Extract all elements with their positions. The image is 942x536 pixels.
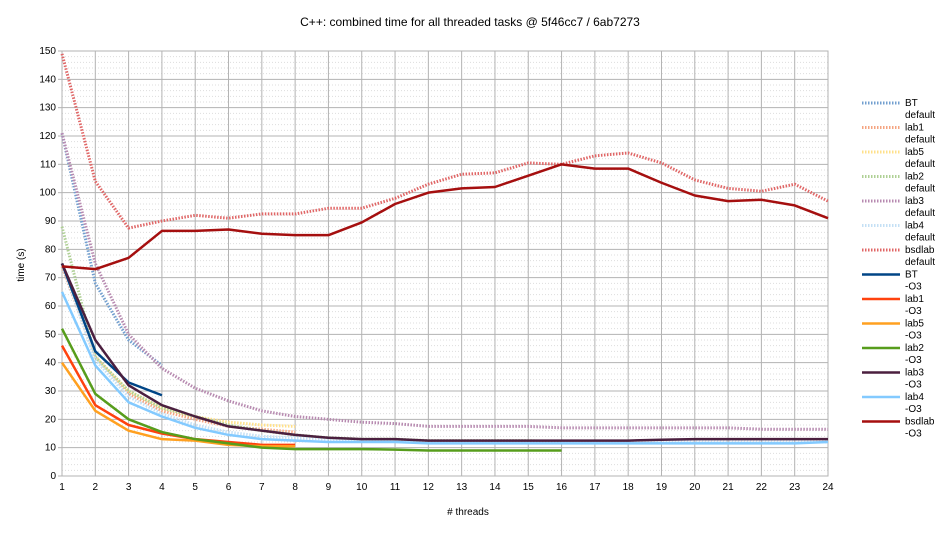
legend-label-line: lab4 bbox=[905, 392, 927, 403]
legend-label: lab3 default bbox=[905, 196, 935, 219]
series-line bbox=[61, 163, 829, 271]
x-tick-label: 15 bbox=[523, 482, 535, 493]
y-tick-label: 50 bbox=[45, 329, 57, 340]
legend-label-line: bsdlab bbox=[905, 417, 937, 428]
x-tick-label: 4 bbox=[159, 482, 165, 493]
legend-label-line: lab2 bbox=[905, 172, 927, 183]
series-line bbox=[60, 361, 296, 448]
legend-label-line: lab5 bbox=[905, 147, 927, 158]
legend-label-line: lab1 bbox=[905, 123, 927, 134]
legend-label-line: -O3 bbox=[905, 331, 922, 342]
legend-label-line: lab3 bbox=[905, 196, 927, 207]
y-tick-label: 130 bbox=[39, 103, 56, 114]
legend-label: lab4 default bbox=[905, 221, 935, 244]
legend-label-line: bsdlab bbox=[905, 245, 937, 256]
legend-label: BT default bbox=[905, 98, 935, 121]
x-tick-label: 11 bbox=[390, 482, 401, 493]
x-tick-label: 18 bbox=[623, 482, 635, 493]
x-tick-label: 5 bbox=[192, 482, 198, 493]
legend-label-line: lab1 bbox=[905, 294, 927, 305]
y-tick-label: 150 bbox=[39, 46, 56, 57]
series-line bbox=[60, 263, 828, 442]
x-axis-label: # threads bbox=[447, 507, 489, 518]
legend-label-line: default bbox=[905, 135, 935, 146]
x-tick-label: 17 bbox=[589, 482, 601, 493]
series-line bbox=[60, 263, 828, 444]
legend-label-line: -O3 bbox=[905, 355, 922, 366]
x-tick-label: 10 bbox=[356, 482, 368, 493]
y-tick-label: 140 bbox=[39, 74, 56, 85]
chart-title: C++: combined time for all threaded task… bbox=[300, 15, 640, 29]
x-tick-label: 1 bbox=[59, 482, 65, 493]
legend-label-line: default bbox=[905, 110, 935, 121]
y-tick-label: 80 bbox=[45, 244, 57, 255]
y-tick-label: 90 bbox=[45, 216, 57, 227]
y-tick-label: 10 bbox=[45, 443, 57, 454]
legend-label-line: -O3 bbox=[905, 282, 922, 293]
legend-label: lab1 -O3 bbox=[905, 294, 927, 317]
y-tick-label: 40 bbox=[45, 358, 57, 369]
legend-label: lab2 -O3 bbox=[905, 343, 927, 366]
x-tick-label: 22 bbox=[756, 482, 768, 493]
series-line bbox=[60, 53, 829, 230]
y-tick-label: 110 bbox=[40, 159, 56, 170]
legend-label: lab2 default bbox=[905, 172, 935, 195]
legend-label-line: -O3 bbox=[905, 404, 922, 415]
series-line bbox=[60, 263, 163, 397]
y-tick-label: 30 bbox=[45, 386, 57, 397]
legend-label-line: lab4 bbox=[905, 221, 927, 232]
legend-label-line: BT bbox=[905, 270, 920, 281]
y-axis-label: time (s) bbox=[16, 248, 27, 281]
legend-label: bsdlab -O3 bbox=[905, 417, 937, 440]
x-tick-label: 16 bbox=[556, 482, 568, 493]
x-tick-label: 23 bbox=[789, 482, 801, 493]
x-tick-label: 7 bbox=[259, 482, 265, 493]
series-line bbox=[60, 262, 296, 428]
x-tick-label: 13 bbox=[456, 482, 468, 493]
legend-label-line: lab3 bbox=[905, 368, 927, 379]
series-line bbox=[60, 328, 562, 452]
x-tick-label: 2 bbox=[93, 482, 99, 493]
legend-label: lab3 -O3 bbox=[905, 368, 927, 391]
y-tick-label: 0 bbox=[50, 471, 56, 482]
x-tick-label: 8 bbox=[292, 482, 298, 493]
legend-label-line: -O3 bbox=[905, 380, 922, 391]
x-tick-label: 9 bbox=[326, 482, 332, 493]
x-tick-label: 20 bbox=[689, 482, 701, 493]
legend-label: bsdlab default bbox=[905, 245, 937, 268]
legend-label-line: default bbox=[905, 184, 935, 195]
legend-label: lab1 default bbox=[905, 123, 935, 146]
legend-label-line: default bbox=[905, 257, 935, 268]
legend-label: lab5 default bbox=[905, 147, 935, 170]
y-tick-label: 120 bbox=[39, 131, 56, 142]
legend-label: BT -O3 bbox=[905, 270, 922, 293]
legend-label-line: default bbox=[905, 208, 935, 219]
x-tick-label: 6 bbox=[226, 482, 232, 493]
x-tick-label: 21 bbox=[723, 482, 735, 493]
legend-label: lab4 -O3 bbox=[905, 392, 927, 415]
legend-label-line: default bbox=[905, 233, 935, 244]
y-tick-label: 70 bbox=[45, 273, 57, 284]
x-tick-label: 12 bbox=[423, 482, 435, 493]
series-line bbox=[60, 291, 829, 445]
legend-label-line: BT bbox=[905, 98, 920, 109]
legend-label-line: lab5 bbox=[905, 319, 927, 330]
x-tick-label: 3 bbox=[126, 482, 132, 493]
legend-label-line: lab2 bbox=[905, 343, 927, 354]
legend-label: lab5 -O3 bbox=[905, 319, 927, 342]
x-tick-label: 19 bbox=[656, 482, 668, 493]
y-tick-label: 100 bbox=[39, 188, 56, 199]
y-tick-label: 20 bbox=[45, 414, 57, 425]
legend-label-line: -O3 bbox=[905, 429, 922, 440]
legend-label-line: default bbox=[905, 159, 935, 170]
x-tick-label: 24 bbox=[822, 482, 834, 493]
y-tick-label: 60 bbox=[45, 301, 57, 312]
x-tick-label: 14 bbox=[489, 482, 501, 493]
legend-label-line: -O3 bbox=[905, 306, 922, 317]
